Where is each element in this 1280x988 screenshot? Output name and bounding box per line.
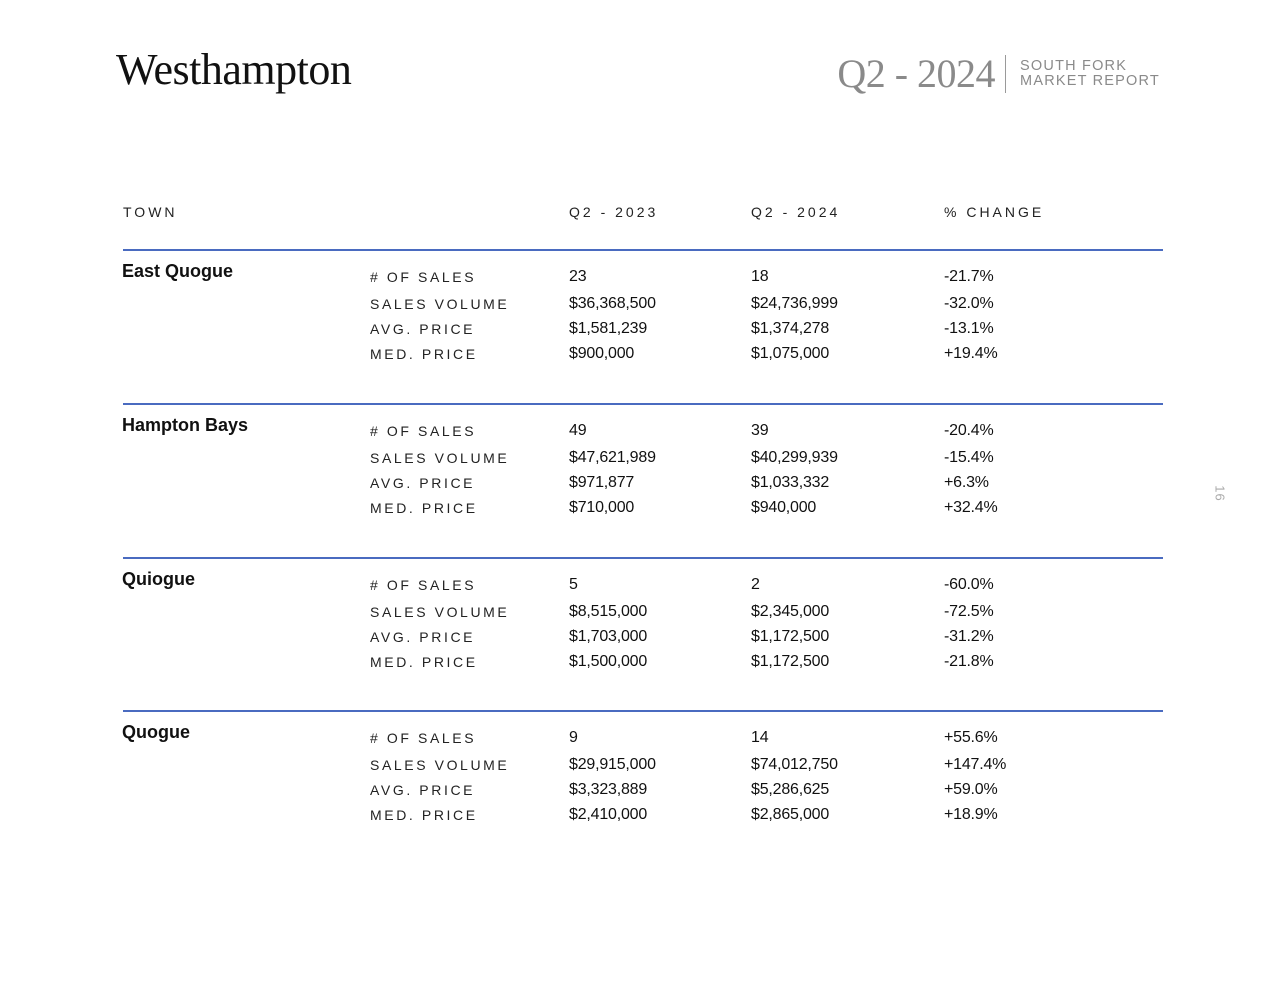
value-q2-2023: $710,000 [569,499,635,516]
town-name: East Quogue [122,261,234,281]
section-divider [123,710,1163,712]
value-q2-2024: $1,033,332 [751,474,830,491]
metric-label: # OF SALES [370,423,477,439]
value-q2-2023: $2,410,000 [569,806,648,823]
section-divider [123,403,1163,405]
value-q2-2023: $47,621,989 [569,449,656,466]
report-name-line-2: MARKET REPORT [1020,73,1160,89]
value-q2-2024: $940,000 [751,499,817,516]
metric-label: MED. PRICE [370,807,478,823]
value-q2-2023: $900,000 [569,345,635,362]
metric-label: AVG. PRICE [370,629,476,645]
value-change: -15.4% [944,449,994,466]
town-name: Quogue [122,722,190,742]
value-q2-2024: $1,075,000 [751,345,830,362]
value-q2-2024: $40,299,939 [751,449,838,466]
value-q2-2023: $29,915,000 [569,756,656,773]
town-name: Hampton Bays [122,415,249,435]
value-change: -20.4% [944,422,994,439]
value-q2-2023: $3,323,889 [569,781,648,798]
metric-label: # OF SALES [370,269,477,285]
value-change: -60.0% [944,576,994,593]
value-q2-2024: $24,736,999 [751,295,838,312]
metric-label: AVG. PRICE [370,475,476,491]
value-q2-2023: $1,581,239 [569,320,648,337]
value-change: +18.9% [944,806,998,823]
column-header-q2-2023: Q2 - 2023 [569,204,659,220]
value-q2-2024: $1,172,500 [751,628,830,645]
metric-label: MED. PRICE [370,346,478,362]
value-change: -21.7% [944,268,994,285]
metric-label: # OF SALES [370,577,477,593]
value-q2-2023: 49 [569,422,587,439]
value-q2-2023: $1,500,000 [569,653,648,670]
value-q2-2023: 5 [569,576,578,593]
report-name: SOUTH FORK MARKET REPORT [1020,59,1160,89]
metric-label: AVG. PRICE [370,321,476,337]
metric-label: SALES VOLUME [370,296,510,312]
page-title: Westhampton [116,45,352,94]
metric-label: # OF SALES [370,730,477,746]
value-q2-2023: $1,703,000 [569,628,648,645]
value-q2-2024: $1,172,500 [751,653,830,670]
value-change: -72.5% [944,603,994,620]
metric-label: SALES VOLUME [370,450,510,466]
value-q2-2024: 2 [751,576,760,593]
page-number: 16 [1212,485,1228,502]
value-change: -21.8% [944,653,994,670]
value-change: +55.6% [944,729,998,746]
value-change: -31.2% [944,628,994,645]
town-name: Quiogue [122,569,195,589]
value-change: -13.1% [944,320,994,337]
column-header-q2-2024: Q2 - 2024 [751,204,841,220]
metric-label: SALES VOLUME [370,604,510,620]
value-q2-2024: 39 [751,422,769,439]
section-divider [123,249,1163,251]
value-q2-2023: $971,877 [569,474,635,491]
value-change: -32.0% [944,295,994,312]
section-divider [123,557,1163,559]
report-header: Q2 - 2024 SOUTH FORK MARKET REPORT [837,54,1160,94]
metric-label: SALES VOLUME [370,757,510,773]
metric-label: MED. PRICE [370,654,478,670]
value-change: +19.4% [944,345,998,362]
column-header-change: % CHANGE [944,204,1045,220]
value-q2-2024: 18 [751,268,769,285]
value-q2-2024: $2,865,000 [751,806,830,823]
value-change: +147.4% [944,756,1007,773]
quarter-label: Q2 - 2024 [837,51,996,96]
value-q2-2023: $8,515,000 [569,603,648,620]
value-q2-2023: 23 [569,268,587,285]
value-q2-2023: $36,368,500 [569,295,656,312]
column-header-town: TOWN [123,204,178,220]
value-q2-2024: $1,374,278 [751,320,830,337]
value-q2-2024: $5,286,625 [751,781,830,798]
value-q2-2024: 14 [751,729,769,746]
header-divider [1005,55,1007,93]
value-q2-2023: 9 [569,729,578,746]
value-change: +32.4% [944,499,998,516]
value-change: +6.3% [944,474,989,491]
metric-label: AVG. PRICE [370,782,476,798]
report-name-line-1: SOUTH FORK [1020,58,1128,74]
value-change: +59.0% [944,781,998,798]
value-q2-2024: $74,012,750 [751,756,838,773]
metric-label: MED. PRICE [370,500,478,516]
value-q2-2024: $2,345,000 [751,603,830,620]
